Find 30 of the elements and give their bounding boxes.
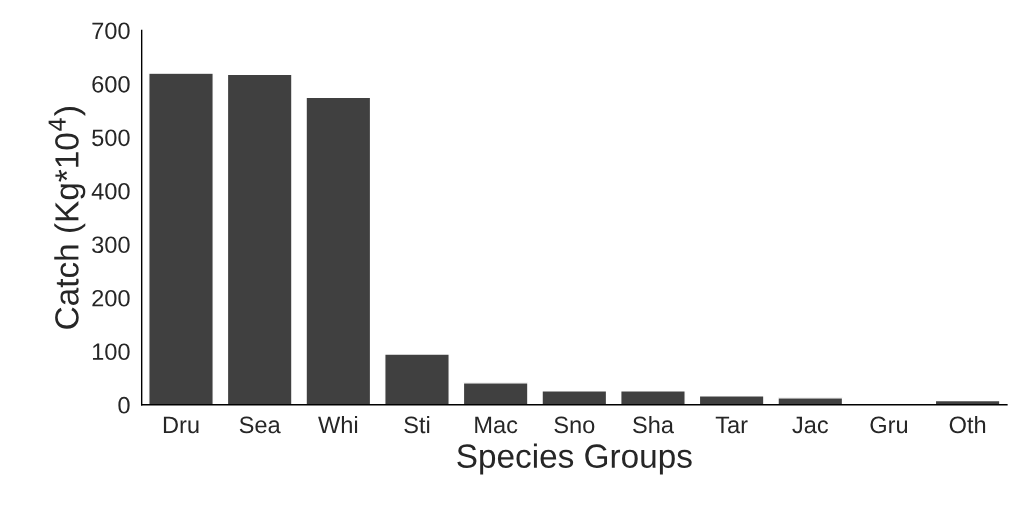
y-tick-label: 600 xyxy=(92,75,130,93)
bar xyxy=(462,382,529,405)
bar xyxy=(777,397,844,405)
y-axis-title: Catch (Kg*10$^{4}$) xyxy=(48,107,86,329)
x-tick-label: Tar xyxy=(715,416,748,434)
y-tick-label: 500 xyxy=(92,129,130,147)
bar xyxy=(620,390,686,405)
x-tick-label: Whi xyxy=(318,415,358,434)
bar xyxy=(698,395,765,405)
y-tick-label: 0 xyxy=(118,396,130,414)
bar xyxy=(541,390,608,405)
bar xyxy=(148,72,214,405)
x-tick-label: Sha xyxy=(633,415,674,434)
x-tick-label: Jac xyxy=(792,416,829,434)
x-tick-label: Mac xyxy=(475,416,518,434)
x-tick-label: Gru xyxy=(870,416,908,434)
x-tick-label: Sea xyxy=(239,416,281,434)
bar xyxy=(226,73,293,405)
x-axis-title: Species Groups xyxy=(457,443,692,475)
y-tick-label: 700 xyxy=(92,22,130,40)
x-tick-label: Sno xyxy=(554,416,595,434)
bar xyxy=(384,353,450,405)
y-tick-label: 200 xyxy=(92,289,130,307)
y-tick-label: 300 xyxy=(92,236,130,254)
x-tick-label: Oth xyxy=(949,415,986,434)
x-tick-label: Sti xyxy=(404,415,430,434)
x-tick-label: Dru xyxy=(163,416,199,434)
y-tick-label: 400 xyxy=(91,182,130,200)
bar xyxy=(305,96,372,405)
y-tick-label: 100 xyxy=(92,343,130,361)
